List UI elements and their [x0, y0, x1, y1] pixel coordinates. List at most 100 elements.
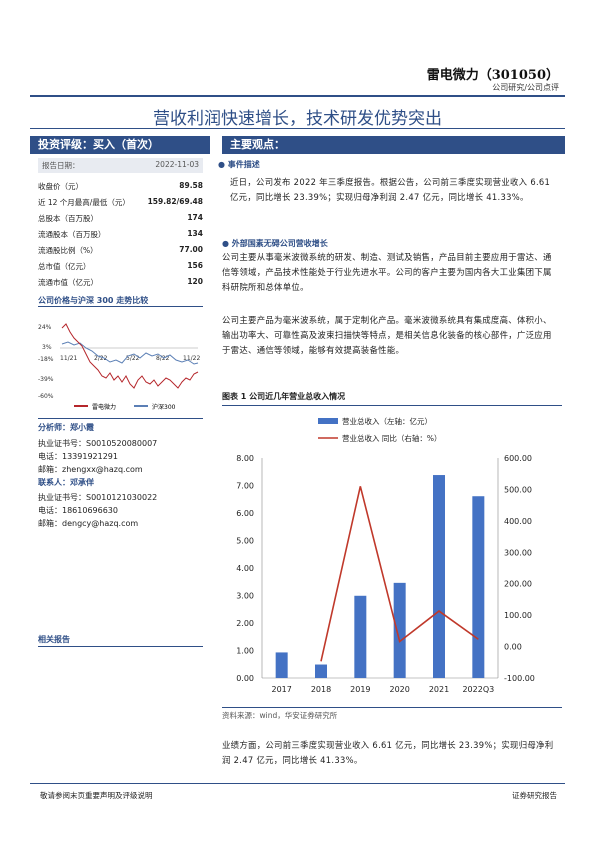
stat-row: 收盘价（元） 89.58 — [38, 181, 203, 192]
sec2-paragraph-2: 公司主要产品为毫米波系统，属于定制化产品。毫米波微系统具有集成度高、体积小、输出… — [222, 315, 552, 355]
stat-value: 77.00 — [179, 245, 203, 254]
stat-value: 156 — [187, 261, 203, 270]
legend-revenue: 营业总收入（左轴：亿元） — [342, 416, 432, 426]
footer-divider — [30, 783, 565, 784]
title-divider — [30, 128, 565, 129]
stat-value: 89.58 — [179, 181, 203, 190]
figure-top-divider — [222, 405, 562, 406]
y-left-tick: 4.00 — [236, 564, 254, 573]
analyst-email[interactable]: 邮箱：zhengxx@hazq.com — [38, 465, 143, 474]
report-date-label: 报告日期： — [42, 161, 80, 170]
header-divider — [30, 95, 565, 97]
stat-row: 近 12 个月最高/最低（元） 159.82/69.48 — [38, 197, 203, 208]
analyst-heading: 分析师：郑小霞 — [38, 422, 94, 433]
contact-email[interactable]: 邮箱：dengcy@hazq.com — [38, 519, 139, 528]
stat-label: 总股本（百万股） — [38, 214, 98, 223]
stat-label: 近 12 个月最高/最低（元） — [38, 198, 130, 207]
price-y-tick: 3% — [42, 344, 52, 351]
legend-hs300: 沪深300 — [152, 403, 176, 411]
y-left-tick: 2.00 — [236, 619, 254, 628]
y-right-tick: 300.00 — [504, 548, 532, 557]
report-date: 2022-11-03 — [155, 160, 199, 169]
figure-source: 资料来源：wind，华安证券研究所 — [222, 711, 338, 720]
company-price-line — [61, 323, 199, 389]
y-left-tick: 5.00 — [236, 537, 254, 546]
rating-bar: 投资评级：买入（首次） — [30, 136, 210, 154]
sec2-heading: ● 外部国素无碍公司营收增长 — [222, 239, 328, 248]
revenue-bar — [275, 652, 288, 678]
y-left-tick: 3.00 — [236, 592, 254, 601]
y-left-tick: 1.00 — [236, 647, 254, 656]
y-right-tick: 400.00 — [504, 517, 532, 526]
footer-disclaimer[interactable]: 敬请参阅末页重要声明及评级说明 — [40, 791, 153, 800]
revenue-bar — [472, 496, 485, 678]
revenue-chart: 营业总收入（左轴：亿元） 营业总收入 同比（右轴：%） 8.00 7.00 6.… — [236, 416, 535, 694]
y-right-tick: 600.00 — [504, 454, 532, 463]
stat-label: 总市值（亿元） — [38, 262, 91, 271]
stat-label: 流通股比例（%） — [38, 246, 98, 255]
footer-label: 证券研究报告 — [512, 791, 557, 800]
sec2-title: 外部国素无碍公司营收增长 — [231, 239, 328, 248]
stat-value: 120 — [187, 277, 203, 286]
page-title: 营收利润快速增长，技术研发优势突出 — [153, 109, 442, 129]
event-title: 事件描述 — [227, 160, 260, 169]
x-tick: 2021 — [429, 685, 449, 694]
y-right-tick: 0.00 — [504, 643, 522, 652]
price-y-tick: -18% — [38, 356, 54, 363]
price-chart-divider — [38, 306, 203, 307]
price-y-tick: -60% — [38, 393, 54, 400]
stat-row: 流通市值（亿元） 120 — [38, 277, 203, 288]
figure-bottom-divider — [222, 707, 562, 708]
revenue-bar — [393, 582, 406, 678]
legend-yoy: 营业总收入 同比（右轴：%） — [342, 433, 442, 443]
revenue-bar — [315, 664, 327, 678]
stat-row: 流通股比例（%） 77.00 — [38, 245, 203, 256]
stat-label: 收盘价（元） — [38, 182, 83, 191]
revenue-bar — [433, 475, 445, 678]
company-name: 雷电微力（301050） — [426, 68, 559, 83]
y-right-tick: 100.00 — [504, 611, 532, 620]
sec2-paragraph-1: 公司主要从事毫米波微系统的研发、制造、测试及销售，产品目前主要应用于雷达、通信等… — [222, 252, 552, 292]
stat-value: 134 — [187, 229, 203, 238]
legend-company: 雷电微力 — [92, 403, 116, 411]
price-x-tick: 5/22 — [126, 355, 140, 362]
x-tick: 2017 — [271, 685, 291, 694]
x-tick: 2018 — [311, 685, 331, 694]
hs300-line — [61, 341, 199, 365]
stat-label: 流通股本（百万股） — [38, 230, 106, 239]
event-heading: ● 事件描述 — [218, 160, 260, 169]
y-left-tick: 0.00 — [236, 674, 254, 683]
analyst-cert: 执业证书号：S0010520080007 — [38, 439, 158, 448]
price-y-tick: -39% — [38, 376, 54, 383]
related-divider — [38, 646, 203, 647]
price-x-tick: 11/22 — [183, 355, 200, 362]
figure-title: 图表 1 公司近几年营业总收入情况 — [222, 392, 346, 401]
yoy-line — [320, 486, 479, 662]
analyst-label: 分析师： — [38, 423, 70, 432]
stat-value: 174 — [187, 213, 203, 222]
price-chart: 24% 3% -18% -39% -60% 11/21 2/22 5/22 8/… — [38, 323, 200, 411]
y-left-tick: 6.00 — [236, 509, 254, 518]
contact-cert: 执业证书号：S0010121030022 — [38, 493, 158, 502]
bottom-paragraph: 业绩方面，公司前三季度实现营业收入 6.61 亿元，同比增长 23.39%；实现… — [222, 740, 554, 765]
report-category: 公司研究/公司点评 — [492, 83, 559, 92]
revenue-bar — [354, 595, 367, 678]
legend-swatch-revenue — [318, 418, 338, 424]
price-x-tick: 11/21 — [60, 355, 77, 362]
price-chart-title: 公司价格与沪深 300 走势比较 — [38, 296, 149, 305]
analyst-phone: 电话：13391921291 — [38, 452, 118, 461]
stat-row: 流通股本（百万股） 134 — [38, 229, 203, 240]
price-x-tick: 2/22 — [94, 355, 108, 362]
contact-phone: 电话：18610696630 — [38, 506, 118, 515]
y-right-tick: 500.00 — [504, 485, 532, 494]
analyst-name: 郑小霞 — [70, 423, 94, 432]
y-left-tick: 7.00 — [236, 482, 254, 491]
x-tick: 2020 — [389, 685, 409, 694]
analyst-divider — [38, 418, 203, 419]
event-text: 近日，公司发布 2022 年三季度报告。根据公告，公司前三季度实现营业收入 6.… — [230, 177, 551, 202]
stat-label: 流通市值（亿元） — [38, 278, 98, 287]
y-left-tick: 8.00 — [236, 454, 254, 463]
contact-name: 邓承佯 — [70, 478, 94, 487]
stat-value: 159.82/69.48 — [147, 197, 203, 206]
x-tick: 2022Q3 — [462, 685, 494, 694]
